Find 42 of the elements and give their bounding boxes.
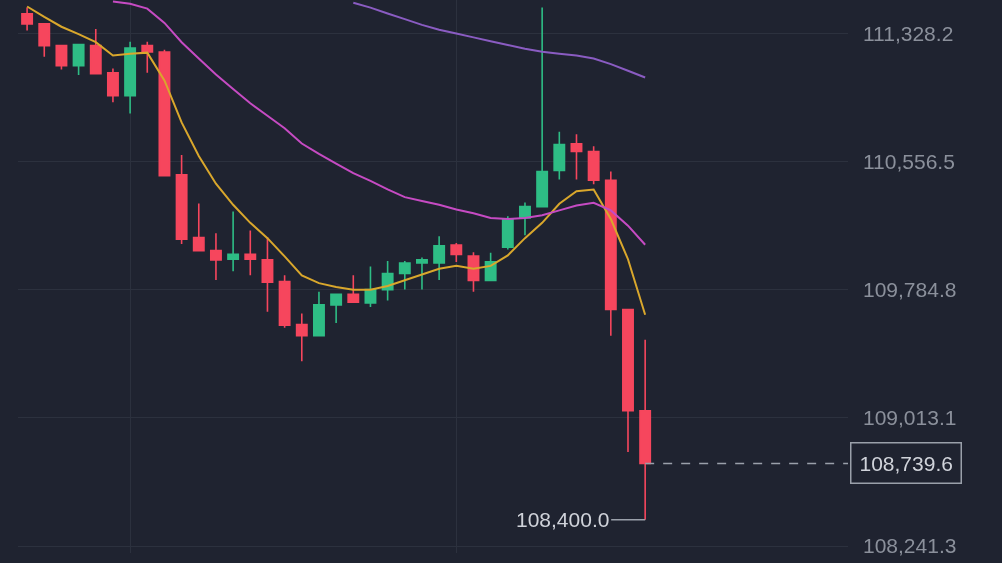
y-tick-label: 108,241.3 [863,534,957,558]
candlestick [209,232,222,281]
candlestick [72,43,85,76]
candlestick [89,28,102,76]
candlestick [519,201,531,237]
candlestick [587,145,600,186]
line-series [352,1,647,79]
candlestick [433,235,446,281]
y-tick-label: 110,556.5 [863,150,955,174]
candlestick [570,133,583,181]
candlestick [622,308,634,453]
candlestick [553,130,566,181]
candlestick [38,22,51,58]
candlestick [106,67,119,104]
candlestick [227,210,240,273]
candlestick [501,215,514,251]
y-tick-label: 111,328.2 [863,21,954,45]
y-tick-label: 109,784.8 [863,278,957,302]
candlestick [141,41,154,74]
candlestick [604,170,617,337]
candlestick [450,242,463,263]
candlestick [347,274,360,304]
candlestick [416,256,428,291]
candlestick [312,290,325,337]
candlestick [278,274,291,329]
annotation: 108,400.0 [516,508,610,531]
ref-line-label: 108,739.6 [859,451,953,475]
candlestick [330,293,343,324]
candlestick [639,338,652,521]
candlestick [55,44,68,71]
candlestick [21,6,34,32]
candlestick [244,229,257,276]
y-tick-label: 109,013.1 [863,406,957,430]
candlestick [295,312,308,362]
line-series [111,0,647,246]
candlestick [124,41,137,115]
candlestick [158,49,171,177]
candlestick [175,154,188,245]
line-series [26,5,647,316]
candlestick [398,260,411,291]
candlestick [192,202,205,252]
candlestick [536,6,549,208]
